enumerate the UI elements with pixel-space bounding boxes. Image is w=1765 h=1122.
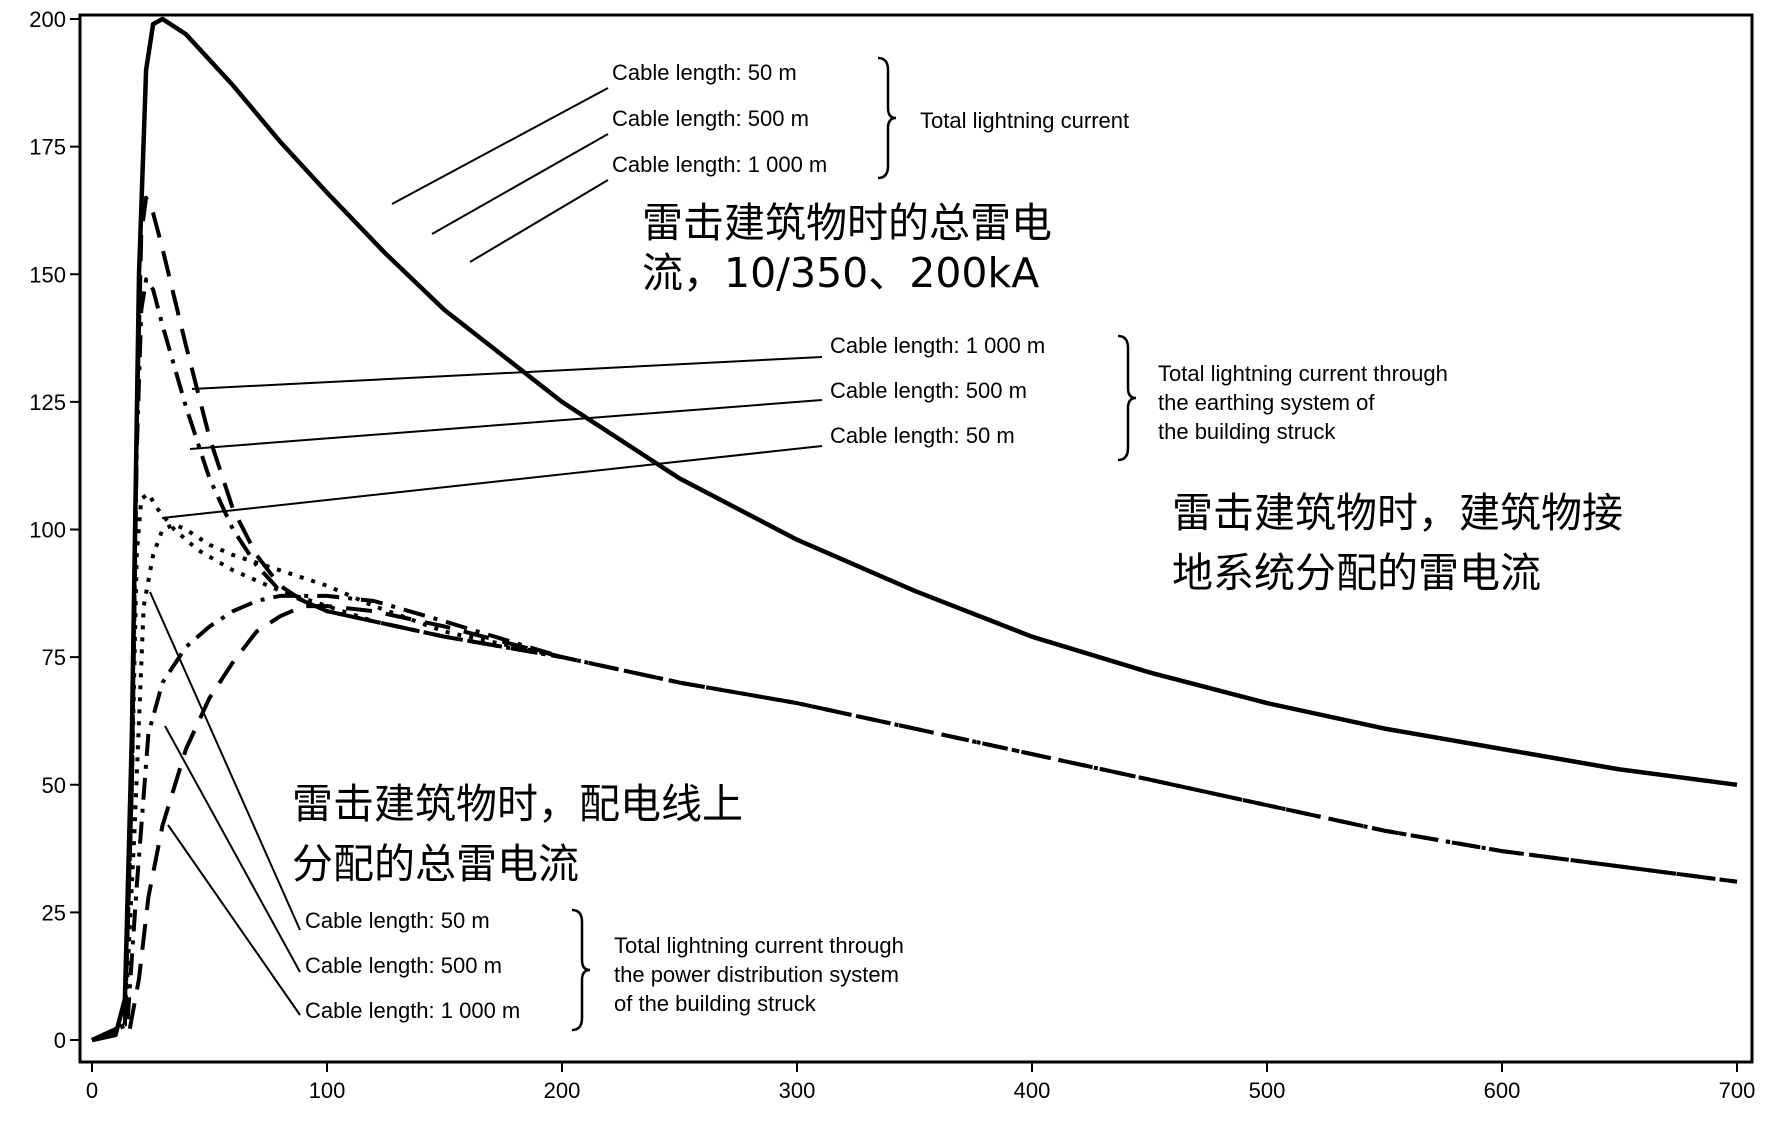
- x-tick-label: 300: [779, 1078, 816, 1103]
- bottom-cable-label: Cable length: 1 000 m: [305, 998, 520, 1023]
- series-line-earthing-dash: [91, 195, 1738, 1042]
- top-cable-label: Cable length: 50 m: [612, 60, 797, 85]
- x-tick-label: 100: [309, 1078, 346, 1103]
- series-line-power-dash: [91, 604, 563, 1042]
- series-line-power-dotted: [91, 522, 563, 1042]
- series-line-total-solid: [91, 16, 1738, 1043]
- plot-frame: [70, 13, 1754, 1072]
- x-tick-label: 700: [1719, 1078, 1756, 1103]
- middle-brace-text: the building struck: [1158, 419, 1336, 444]
- y-tick-label: 100: [29, 518, 66, 543]
- middle-brace: [1117, 334, 1137, 462]
- bottom-brace-text: of the building struck: [614, 991, 817, 1016]
- top-leader-line: [431, 133, 609, 235]
- top-cable-label: Cable length: 500 m: [612, 106, 809, 131]
- middle-cn-annotation: 地系统分配的雷电流: [1172, 549, 1541, 597]
- y-tick-label: 175: [29, 135, 66, 160]
- bottom-leader-line: [167, 824, 301, 1016]
- y-tick-label: 75: [42, 645, 66, 670]
- y-tick-label: 50: [42, 773, 66, 798]
- middle-brace-text: Total lightning current through: [1158, 361, 1448, 386]
- bottom-brace-text: the power distribution system: [614, 962, 899, 987]
- y-tick-label: 0: [54, 1028, 66, 1053]
- top-brace: [877, 56, 897, 180]
- y-tick-label: 25: [42, 900, 66, 925]
- x-tick-label: 400: [1014, 1078, 1051, 1103]
- top-cable-label: Cable length: 1 000 m: [612, 152, 827, 177]
- text-group: 0 25 50 75 100 125 150 175 200 0 100 200 300 400 500 60…: [29, 7, 1755, 1103]
- bottom-brace-text: Total lightning current through: [614, 933, 904, 958]
- y-tick-label: 200: [29, 7, 66, 32]
- middle-cable-label: Cable length: 500 m: [830, 378, 1027, 403]
- bottom-cable-label: Cable length: 500 m: [305, 953, 502, 978]
- middle-leader-line: [191, 356, 823, 390]
- bottom-cn-annotation: 分配的总雷电流: [292, 840, 579, 888]
- middle-leader-line: [189, 399, 823, 450]
- bottom-cable-label: Cable length: 50 m: [305, 908, 490, 933]
- series-group: [91, 16, 1738, 1043]
- middle-cable-label: Cable length: 1 000 m: [830, 333, 1045, 358]
- bottom-cn-annotation: 雷击建筑物时，配电线上: [292, 780, 743, 828]
- x-tick-label: 0: [86, 1078, 98, 1103]
- x-tick-label: 500: [1249, 1078, 1286, 1103]
- top-leader-line: [469, 179, 609, 263]
- bottom-brace: [571, 908, 591, 1032]
- bottom-leader-line: [164, 725, 301, 973]
- middle-leader-line: [161, 445, 823, 519]
- y-tick-label: 125: [29, 390, 66, 415]
- series-line-power-dash-dot: [91, 593, 563, 1042]
- x-tick-label: 600: [1484, 1078, 1521, 1103]
- middle-cable-label: Cable length: 50 m: [830, 423, 1015, 448]
- top-cn-annotation: 雷击建筑物时的总雷电: [642, 199, 1052, 247]
- top-cn-annotation: 流，10/350、200kA: [642, 249, 1039, 297]
- middle-cn-annotation: 雷击建筑物时，建筑物接: [1172, 489, 1623, 537]
- top-brace-text: Total lightning current: [920, 108, 1129, 133]
- plot-border: [78, 13, 1754, 1064]
- leader-lines: [149, 56, 1137, 1032]
- x-tick-label: 200: [544, 1078, 581, 1103]
- middle-brace-text: the earthing system of: [1158, 390, 1375, 415]
- top-leader-line: [391, 87, 609, 205]
- y-tick-label: 150: [29, 262, 66, 287]
- bottom-leader-line: [149, 591, 301, 931]
